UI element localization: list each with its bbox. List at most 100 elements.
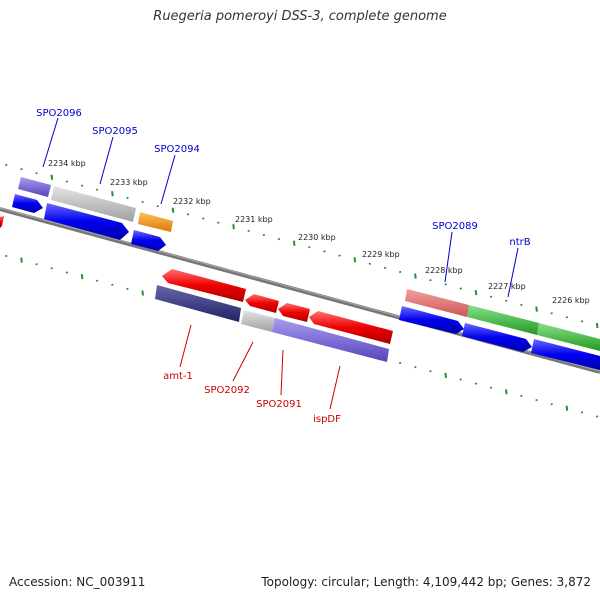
category-block: [138, 212, 173, 232]
major-tick: [20, 257, 23, 263]
tick-label: 2226 kbp: [552, 296, 590, 305]
major-tick: [474, 289, 478, 296]
minor-tick: [126, 196, 129, 199]
cds-arrow: [309, 311, 393, 344]
label-leader: [280, 349, 284, 396]
tick-label: 2232 kbp: [173, 197, 211, 206]
minor-tick: [398, 270, 402, 274]
tick-label: 2227 kbp: [488, 282, 526, 291]
major-tick: [171, 207, 175, 213]
minor-tick: [489, 295, 493, 298]
minor-tick: [550, 403, 553, 406]
minor-tick: [80, 184, 84, 187]
label-leader: [42, 117, 59, 168]
minor-tick: [459, 287, 462, 290]
minor-tick: [535, 399, 538, 402]
category-block: [51, 186, 136, 222]
minor-tick: [580, 320, 584, 323]
minor-tick: [368, 262, 372, 265]
accession-text: Accession: NC_003911: [9, 575, 146, 589]
gene-label-spo2092: SPO2092: [204, 385, 250, 396]
major-tick: [232, 224, 235, 230]
minor-tick: [35, 263, 38, 266]
major-tick: [111, 191, 114, 197]
minor-tick: [277, 238, 281, 241]
label-leader: [232, 341, 254, 382]
major-tick: [444, 372, 447, 379]
label-leader: [179, 324, 192, 368]
minor-tick: [247, 229, 250, 232]
minor-tick: [474, 382, 478, 385]
minor-tick: [429, 279, 432, 282]
minor-tick: [338, 254, 341, 257]
minor-tick: [5, 163, 8, 167]
tick-label: 2229 kbp: [362, 250, 400, 259]
minor-tick: [505, 299, 508, 302]
reverse-cds-track: [0, 216, 393, 344]
category-block: [405, 289, 469, 317]
upper-gene-labels: SPO2096 SPO2095 SPO2094 SPO2089 ntrB: [36, 108, 531, 298]
category-block: [272, 318, 389, 362]
gene-label-spo2096: SPO2096: [36, 108, 82, 119]
minor-tick: [65, 180, 69, 183]
minor-tick: [489, 386, 493, 389]
minor-tick: [262, 233, 266, 237]
gene-label-spo2091: SPO2091: [256, 399, 302, 410]
minor-tick: [308, 246, 311, 249]
gene-label-ntrb: ntrB: [509, 237, 530, 248]
cds-arrow: [278, 303, 310, 322]
minor-tick: [580, 411, 584, 414]
minor-tick: [459, 378, 462, 381]
category-block: [155, 285, 241, 322]
minor-tick: [217, 221, 220, 224]
minor-tick: [111, 283, 114, 286]
cds-arrow: [162, 269, 246, 302]
minor-tick: [186, 213, 190, 216]
gene-label-amt-1: amt-1: [163, 371, 193, 382]
minor-tick: [20, 168, 23, 171]
minor-tick: [95, 279, 99, 282]
label-leader: [507, 247, 519, 298]
category-track-lower: [155, 285, 389, 362]
major-tick: [50, 174, 54, 180]
minor-tick: [141, 200, 144, 204]
minor-tick: [50, 267, 53, 270]
category-block: [467, 305, 539, 335]
tick-label: 2233 kbp: [110, 178, 148, 187]
minor-tick: [520, 394, 523, 397]
lower-gene-labels: amt-1 SPO2092 SPO2091 ispDF: [163, 324, 341, 425]
major-tick: [565, 405, 569, 411]
tick-label: 2231 kbp: [235, 215, 273, 224]
forward-cds-track: [12, 194, 600, 370]
minor-tick: [444, 283, 447, 286]
category-block: [241, 310, 275, 332]
gene-label-spo2095: SPO2095: [92, 126, 138, 137]
minor-tick: [156, 205, 159, 208]
major-tick: [80, 273, 84, 280]
gene-label-ispdf: ispDF: [313, 414, 341, 425]
category-track-upper: [18, 177, 600, 351]
category-block: [537, 323, 600, 351]
major-tick: [505, 389, 508, 395]
cds-arrow: [462, 323, 532, 352]
minor-tick: [550, 312, 553, 315]
minor-tick: [565, 316, 569, 319]
major-tick: [292, 240, 296, 246]
genome-info-text: Topology: circular; Length: 4,109,442 bp…: [261, 575, 591, 589]
gene-label-spo2089: SPO2089: [432, 221, 478, 232]
label-leader: [329, 365, 341, 410]
label-leader: [99, 136, 114, 185]
minor-tick: [5, 254, 8, 258]
minor-tick: [595, 415, 599, 418]
minor-tick: [398, 361, 402, 365]
tick-label: 2228 kbp: [425, 266, 463, 275]
minor-tick: [95, 188, 99, 191]
major-tick: [353, 257, 357, 263]
major-tick: [535, 306, 538, 312]
minor-tick: [35, 172, 38, 175]
cds-arrow: [44, 203, 129, 240]
minor-tick: [202, 217, 205, 220]
tick-label: 2230 kbp: [298, 233, 336, 242]
category-block: [18, 177, 51, 197]
